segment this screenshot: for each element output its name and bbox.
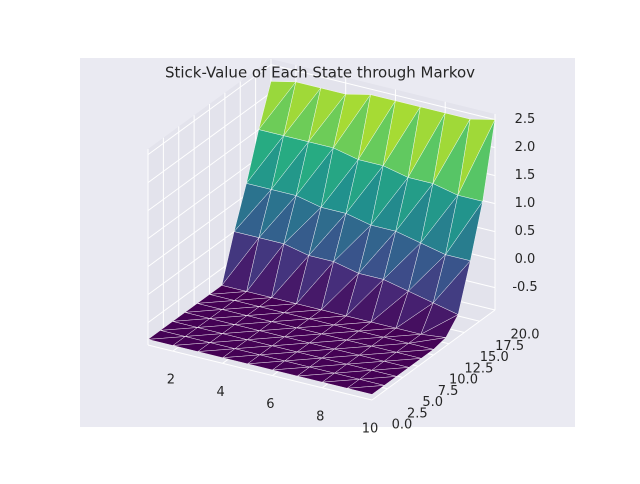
z-tick-label: -0.5: [512, 280, 537, 295]
y-tick-label: 17.5: [495, 339, 524, 354]
z-tick-label: 1.5: [515, 168, 536, 183]
z-tick-label: 1.0: [515, 196, 536, 211]
grid-line: [147, 120, 272, 212]
grid-line: [147, 64, 272, 156]
z-tick-label: 0.5: [515, 224, 536, 239]
x-tick-label: 8: [316, 409, 324, 424]
y-tick-label: 5.0: [422, 395, 443, 410]
y-tick-label: 15.0: [480, 350, 509, 365]
x-tick-label: 4: [217, 385, 225, 400]
grid-line: [147, 344, 373, 401]
chart-title: Stick-Value of Each State through Markov: [165, 64, 475, 82]
y-tick-label: 10.0: [449, 373, 478, 388]
y-tick-label: 0.0: [392, 418, 413, 433]
x-tick-label: 6: [266, 397, 274, 412]
y-tick-label: 7.5: [438, 384, 459, 399]
surface-facet: [347, 385, 385, 395]
z-tick-label: 2.5: [515, 112, 536, 127]
y-tick-label: 12.5: [464, 361, 493, 376]
grid-line: [147, 92, 272, 184]
x-tick-label: 2: [167, 373, 175, 388]
z-tick-label: 0.0: [515, 252, 536, 267]
x-tick-label: 10: [362, 422, 379, 437]
y-tick-label: 2.5: [407, 406, 428, 421]
z-tick-label: 2.0: [515, 140, 536, 155]
grid-line: [270, 64, 496, 121]
y-tick-label: 20.0: [511, 328, 540, 343]
grid-line: [147, 148, 272, 240]
